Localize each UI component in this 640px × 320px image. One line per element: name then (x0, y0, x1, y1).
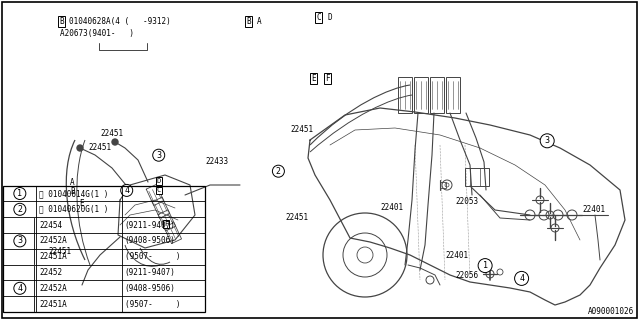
Circle shape (273, 165, 284, 177)
Text: 22451: 22451 (285, 213, 308, 222)
Text: (9211-9407): (9211-9407) (125, 268, 175, 277)
Text: 22401: 22401 (445, 251, 468, 260)
Text: C: C (157, 188, 161, 193)
Circle shape (540, 134, 554, 148)
Text: 2: 2 (276, 167, 281, 176)
Circle shape (14, 203, 26, 215)
Text: Ⓑ 01040620G(1 ): Ⓑ 01040620G(1 ) (40, 205, 109, 214)
Bar (398, 77, 412, 113)
Circle shape (14, 235, 26, 247)
Text: 3: 3 (545, 136, 550, 145)
Bar (465, 168, 489, 186)
Text: B: B (246, 17, 251, 26)
Text: 22056: 22056 (455, 270, 478, 279)
Text: (9507-     ): (9507- ) (125, 252, 180, 261)
Text: B: B (70, 188, 75, 196)
Text: A20673(9401-   ): A20673(9401- ) (60, 29, 134, 38)
Text: C: C (316, 13, 321, 22)
Text: 22452A: 22452A (40, 284, 67, 293)
Bar (440, 182, 446, 188)
Text: F: F (164, 221, 168, 227)
Text: 22451: 22451 (100, 129, 123, 138)
Text: 3: 3 (156, 151, 161, 160)
Text: B: B (59, 17, 64, 26)
Circle shape (112, 139, 118, 145)
Text: (9408-9506): (9408-9506) (125, 236, 175, 245)
Text: D: D (157, 178, 161, 184)
Text: 22454: 22454 (40, 220, 63, 230)
Text: 22451: 22451 (48, 247, 71, 257)
Circle shape (478, 259, 492, 273)
Text: 22452: 22452 (40, 268, 63, 277)
Text: 01040628A(4 (   -9312): 01040628A(4 ( -9312) (69, 17, 171, 26)
Text: 3: 3 (17, 236, 22, 245)
Circle shape (77, 145, 83, 151)
Text: E: E (311, 74, 316, 83)
Circle shape (515, 271, 529, 285)
Text: 22451: 22451 (88, 142, 111, 151)
Text: 22451A: 22451A (40, 300, 67, 308)
Circle shape (121, 184, 132, 196)
Text: 22452A: 22452A (40, 236, 67, 245)
Bar (430, 77, 444, 113)
Text: 1: 1 (483, 261, 488, 270)
Text: 22451A: 22451A (40, 252, 67, 261)
Circle shape (14, 188, 26, 199)
Text: 22053: 22053 (455, 197, 478, 206)
Text: (9507-     ): (9507- ) (125, 300, 180, 308)
Text: 22451: 22451 (290, 125, 313, 134)
Bar (446, 77, 460, 113)
Bar (414, 77, 428, 113)
Circle shape (153, 149, 164, 161)
Text: 22401: 22401 (380, 204, 403, 212)
Text: A090001026: A090001026 (588, 307, 634, 316)
Text: 22401: 22401 (582, 205, 605, 214)
Text: F: F (325, 74, 330, 83)
Text: 4: 4 (17, 284, 22, 293)
Text: A: A (257, 17, 262, 26)
Text: 1: 1 (17, 189, 22, 198)
Text: A: A (70, 178, 75, 187)
Circle shape (14, 282, 26, 294)
Text: E: E (79, 199, 84, 208)
Text: D: D (328, 13, 333, 22)
Text: Ⓑ 01040614G(1 ): Ⓑ 01040614G(1 ) (40, 189, 109, 198)
Bar (3, 186, 205, 312)
Text: (9408-9506): (9408-9506) (125, 284, 175, 293)
Text: (9211-9407): (9211-9407) (125, 220, 175, 230)
Text: 2: 2 (17, 205, 22, 214)
Text: 4: 4 (519, 274, 524, 283)
Text: 22433: 22433 (205, 157, 228, 166)
Text: 4: 4 (124, 186, 129, 195)
